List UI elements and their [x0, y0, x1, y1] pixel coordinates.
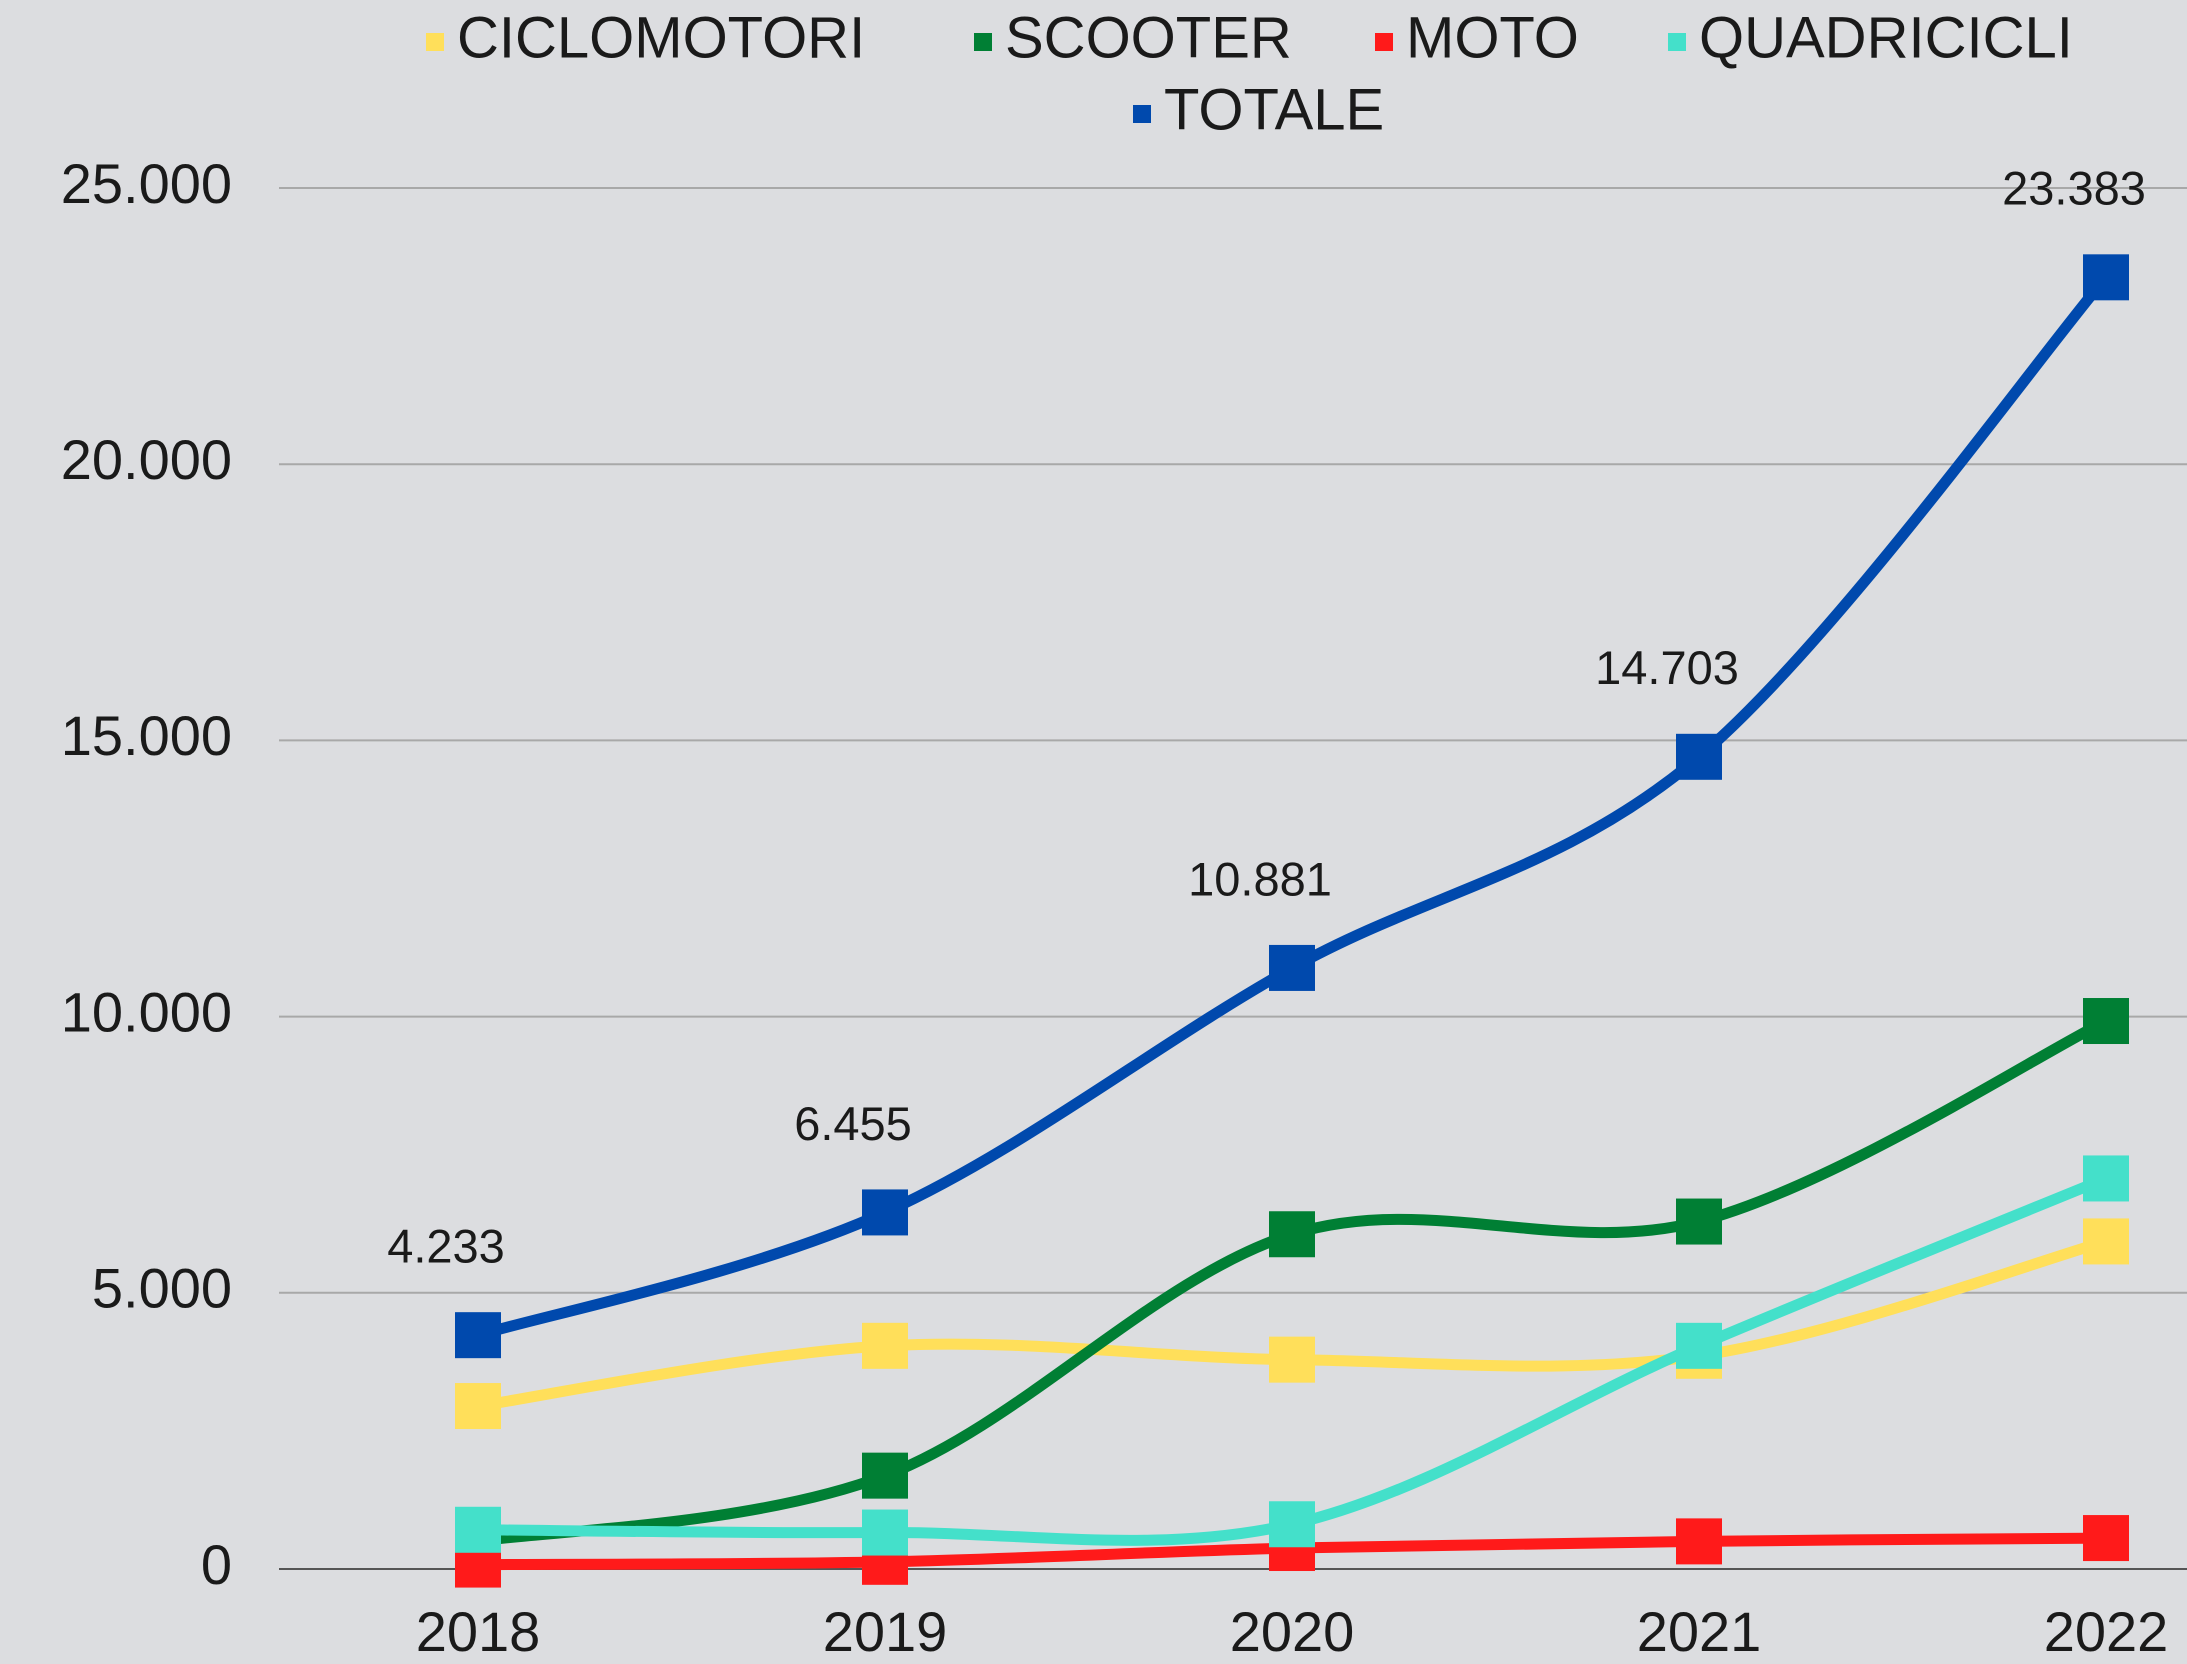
x-tick-label: 2019: [823, 1600, 948, 1663]
legend-label: MOTO: [1406, 5, 1579, 70]
legend-label: QUADRICICLI: [1699, 5, 2073, 70]
marker: [862, 1322, 908, 1369]
marker: [2083, 1515, 2129, 1562]
data-label: 6.455: [794, 1097, 912, 1150]
legend-swatch: [1668, 33, 1686, 51]
marker: [2083, 1218, 2129, 1265]
marker: [455, 1506, 501, 1553]
series-line: [476, 273, 2111, 1341]
marker: [1676, 1198, 1722, 1245]
data-label: 23.383: [2002, 162, 2146, 215]
x-tick-label: 2022: [2044, 1600, 2169, 1663]
marker: [862, 1189, 908, 1236]
marker: [1676, 733, 1722, 780]
x-tick-label: 2020: [1230, 1600, 1355, 1663]
legend-label: SCOOTER: [1005, 5, 1292, 70]
y-tick-label: 20.000: [61, 428, 232, 491]
y-tick-label: 15.000: [61, 704, 232, 767]
marker: [455, 1383, 501, 1430]
marker: [1269, 1211, 1315, 1258]
marker: [862, 1452, 908, 1499]
marker: [2083, 1155, 2129, 1202]
legend-swatch: [426, 33, 444, 51]
legend-swatch: [974, 33, 992, 51]
data-label: 4.233: [387, 1220, 505, 1273]
legend-swatch: [1375, 33, 1393, 51]
marker: [1676, 1322, 1722, 1369]
legend-label: CICLOMOTORI: [457, 5, 865, 70]
data-label: 10.881: [1188, 852, 1332, 905]
legend-label: TOTALE: [1164, 77, 1384, 142]
y-tick-label: 5.000: [92, 1257, 232, 1320]
marker: [1269, 944, 1315, 991]
marker: [2083, 998, 2129, 1045]
marker: [455, 1312, 501, 1359]
marker: [1269, 1336, 1315, 1383]
marker: [2083, 254, 2129, 301]
x-tick-label: 2018: [416, 1600, 541, 1663]
marker: [1269, 1501, 1315, 1548]
y-tick-label: 10.000: [61, 980, 232, 1043]
legend-swatch: [1133, 105, 1151, 123]
marker: [862, 1509, 908, 1556]
y-tick-label: 25.000: [61, 152, 232, 215]
y-tick-label: 0: [201, 1533, 232, 1596]
x-tick-label: 2021: [1637, 1600, 1762, 1663]
marker: [1676, 1518, 1722, 1565]
data-label: 14.703: [1595, 641, 1739, 694]
